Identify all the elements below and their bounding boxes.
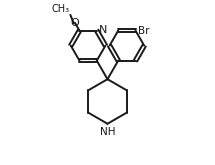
Text: N: N [98, 25, 107, 35]
Text: Br: Br [138, 26, 149, 36]
Text: CH₃: CH₃ [51, 4, 69, 14]
Text: NH: NH [100, 127, 115, 137]
Text: O: O [71, 18, 79, 28]
